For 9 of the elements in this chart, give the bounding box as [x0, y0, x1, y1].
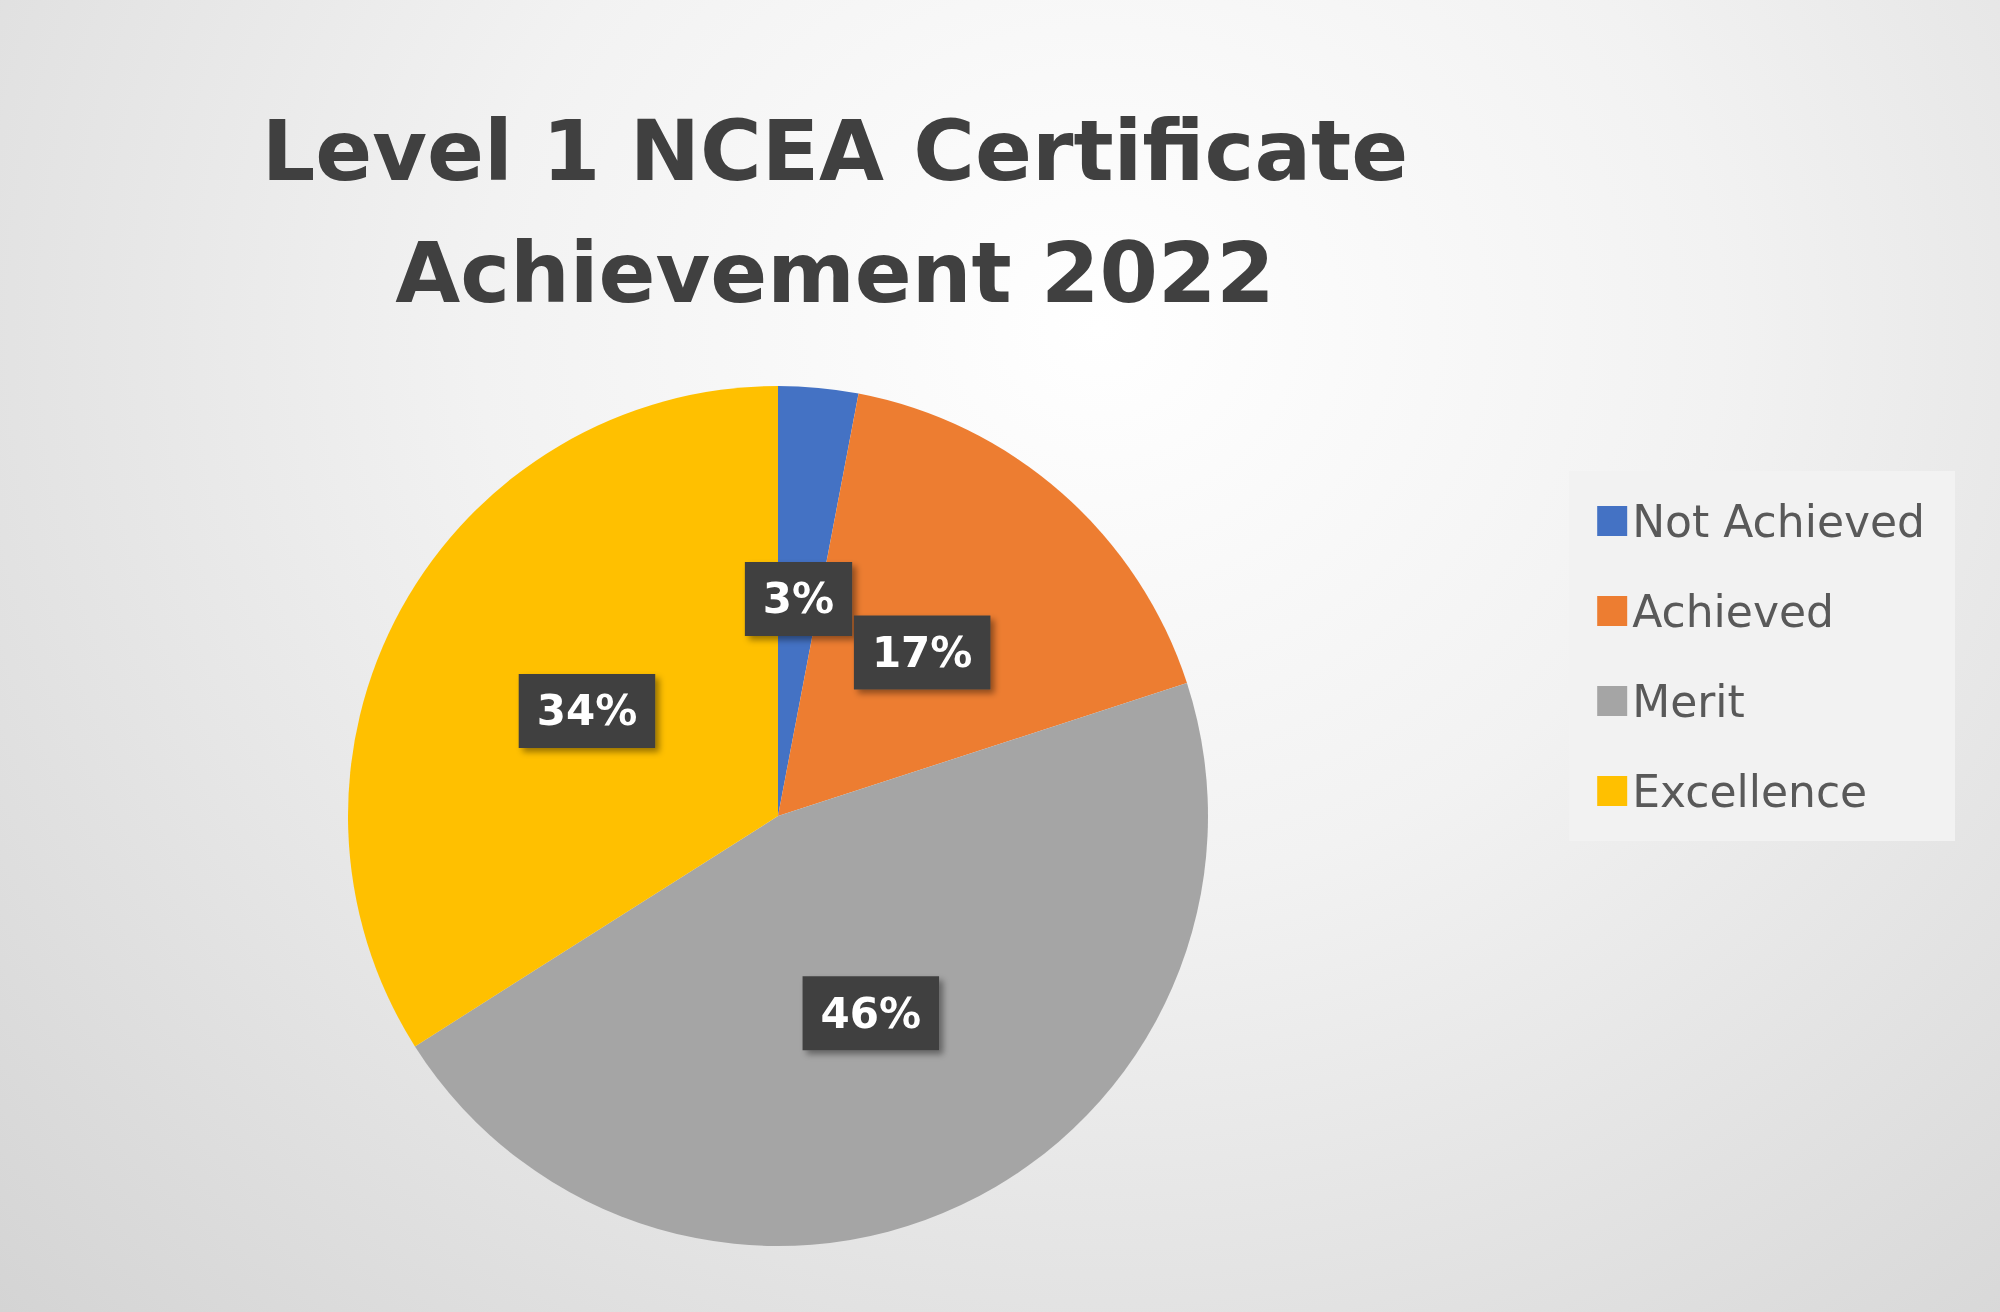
chart-title: Level 1 NCEA Certificate Achievement 2022 [261, 102, 1409, 322]
legend-label: Merit [1632, 675, 1745, 727]
legend-label: Achieved [1632, 585, 1834, 637]
data-label: 3% [762, 574, 835, 624]
legend-label: Not Achieved [1632, 495, 1925, 547]
legend-label: Excellence [1632, 765, 1868, 817]
data-label: 46% [820, 988, 922, 1038]
data-label: 17% [871, 627, 973, 677]
data-label: 34% [536, 686, 638, 736]
